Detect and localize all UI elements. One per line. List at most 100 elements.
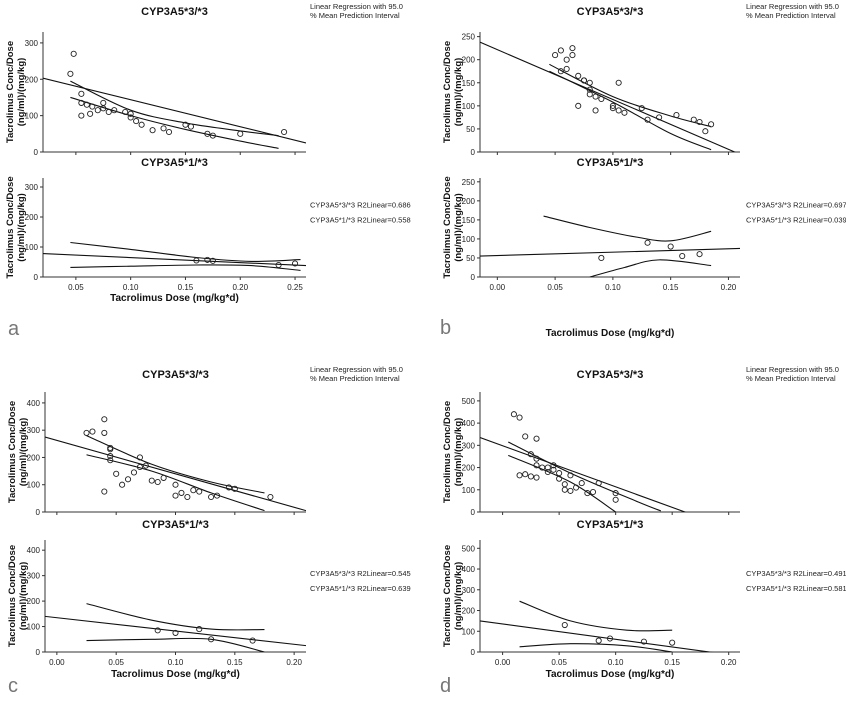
data-point [119,481,126,488]
data-point [178,489,185,496]
y-axis-label-line: Tacrolimus Conc/Dose [5,176,16,278]
data-point [667,243,674,250]
data-point [644,239,651,246]
data-points [510,411,619,503]
data-point [615,107,622,114]
x-tick-label: 0.15 [663,283,679,292]
data-point [133,118,140,125]
data-point [656,114,663,121]
x-axis-label: Tacrolimus Dose (mg/kg*d) [546,328,675,339]
ci-lower-curve [519,643,673,652]
ci-upper-curve [86,603,265,631]
panel-letter: a [8,318,20,340]
data-point [107,446,114,453]
data-point [533,462,540,469]
y-tick-label: 300 [27,572,41,581]
data-point [669,639,676,646]
data-point [592,107,599,114]
data-point [107,453,114,460]
x-tick-label: 0.05 [547,283,563,292]
y-tick-label: 150 [462,79,476,88]
y-axis-label-line: Tacrolimus Conc/Dose [7,401,18,503]
data-point [136,463,143,471]
y-tick-label: 200 [462,464,476,473]
y-axis-label: Tacrolimus Conc/Dose(ng/ml)/(mg/kg) [5,41,27,143]
data-point [586,79,593,86]
y-axis-label-line: (ng/ml)/(mg/kg) [453,418,464,487]
x-tick-label: 0.10 [605,283,621,292]
subplot-title: CYP3A5*3/*3 [577,6,644,18]
y-tick-label: 100 [27,481,41,490]
data-point [127,110,134,117]
ci-lower-curve [549,70,712,151]
ci-upper-curve [549,63,712,128]
data-point [78,112,85,119]
data-point [105,108,112,116]
ci-lower-curve [86,454,265,512]
r2-legend-entry: CYP3A5*1/*3 R2Linear=0.558 [310,216,411,225]
data-point [621,109,628,116]
data-point [586,86,593,93]
data-point [606,635,614,642]
y-tick-label: 100 [462,235,476,244]
regression-note: % Mean Prediction Interval [746,374,836,383]
data-point [609,102,616,109]
data-point [267,493,274,501]
data-point [638,105,645,112]
regression-note: Linear Regression with 95.0 [310,365,403,374]
data-point [578,480,585,487]
y-axis-label: Tacrolimus Conc/Dose(ng/ml)/(mg/kg) [442,545,464,647]
data-point [550,466,557,473]
data-point [615,79,622,86]
ci-upper-curve [519,600,673,632]
data-point [196,488,203,495]
fit-line [45,436,306,512]
data-point [127,114,134,121]
data-point [533,435,540,442]
subplot-title: CYP3A5*3/*3 [577,369,644,381]
y-tick-label: 100 [462,627,476,636]
x-tick-label: 0.05 [68,283,84,292]
data-point [172,481,179,488]
data-point [533,455,540,462]
data-point [165,128,173,136]
x-tick-label: 0.10 [123,283,139,292]
x-axis-label: Tacrolimus Dose (mg/kg*d) [111,669,240,680]
y-axis-label-line: (ng/ml)/(mg/kg) [16,193,27,262]
subplot-title: CYP3A5*1/*3 [141,157,208,169]
y-axis-label-line: Tacrolimus Conc/Dose [442,41,453,143]
data-point [644,116,651,123]
ci-lower-curve [589,259,712,277]
regression-note: % Mean Prediction Interval [310,374,400,383]
data-point [567,472,574,479]
data-point [154,627,161,634]
y-axis-label-line: (ng/ml)/(mg/kg) [453,562,464,631]
data-point [567,487,574,494]
data-point [136,454,143,461]
ci-upper-curve [70,241,301,262]
data-point [569,45,576,52]
y-tick-label: 100 [27,623,41,632]
y-axis-label: Tacrolimus Conc/Dose(ng/ml)/(mg/kg) [442,401,464,503]
y-axis-label: Tacrolimus Conc/Dose(ng/ml)/(mg/kg) [442,176,464,278]
y-tick-label: 0 [471,148,476,157]
y-tick-label: 400 [462,565,476,574]
data-point [510,411,517,418]
ci-upper-curve [508,441,662,512]
data-point [544,464,551,471]
y-tick-label: 300 [462,441,476,450]
y-tick-label: 300 [25,183,39,192]
regression-note: Linear Regression with 95.0 [746,2,839,11]
y-tick-label: 0 [34,148,39,157]
data-point [702,128,709,135]
data-point [552,52,559,59]
y-tick-label: 150 [462,216,476,225]
data-point [696,251,703,258]
x-tick-label: 0.00 [495,658,511,667]
data-point [149,127,156,134]
